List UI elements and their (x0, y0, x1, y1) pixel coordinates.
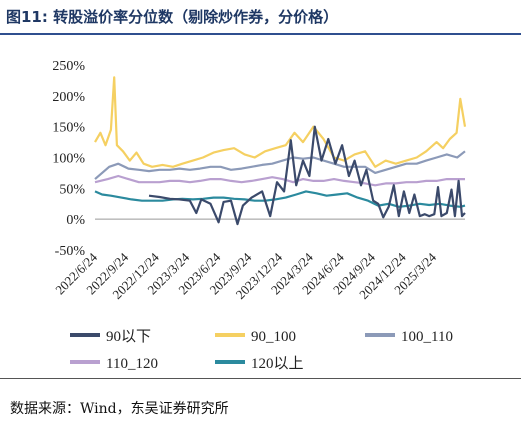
line-chart: 250% 200% 150% 100% 50% 0% -50% 2022/6/242022/… (52, 59, 467, 372)
series-line-4 (94, 190, 466, 208)
legend-label: 100_110 (401, 329, 453, 345)
y-tick-label: 250% (52, 59, 85, 74)
y-axis: 250% 200% 150% 100% 50% 0% -50% (52, 59, 465, 259)
figure-number: 图11: (6, 8, 48, 26)
legend: 90以下 90_100 100_110 110_120 120以上 (70, 329, 453, 372)
series-line-0 (148, 125, 466, 226)
figure-title-text: 转股溢价率分位数（剔除炒作券，分价格） (53, 8, 339, 26)
series-lines (94, 76, 467, 226)
title-rule (0, 33, 521, 35)
series-line-1 (94, 76, 467, 168)
figure-title: 图11: 转股溢价率分位数（剔除炒作券，分价格） (6, 6, 338, 27)
legend-label: 90_100 (251, 329, 296, 345)
y-tick-label: 100% (52, 152, 85, 167)
series-line-3 (94, 174, 465, 187)
legend-label: 110_120 (106, 356, 158, 372)
bottom-rule (0, 378, 521, 379)
source-note: 数据来源：Wind，东吴证券研究所 (10, 401, 229, 417)
legend-label: 120以上 (251, 355, 304, 372)
legend-label: 90以下 (106, 329, 151, 345)
y-tick-label: 50% (59, 182, 85, 197)
y-tick-label: 0% (66, 213, 85, 228)
y-tick-label: -50% (55, 244, 86, 259)
y-tick-label: 200% (52, 90, 85, 105)
x-axis: 2022/6/242022/9/242022/12/242023/3/24202… (52, 249, 439, 302)
series-line-2 (94, 150, 466, 180)
y-tick-label: 150% (52, 121, 85, 136)
